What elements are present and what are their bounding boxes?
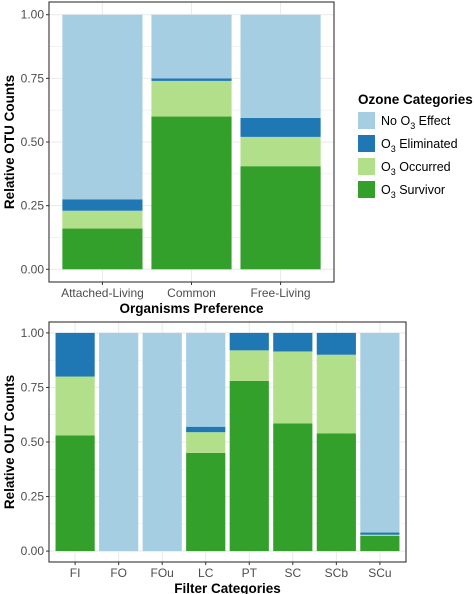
bar-survivor-scu (360, 535, 400, 552)
y-tick-label: 0.75 (21, 380, 45, 394)
x-tick-label-sc: SC (284, 566, 301, 580)
x-tick-label-fou: FOu (151, 566, 174, 580)
bar-survivor-free-living (240, 166, 321, 270)
bar-occurred-attached-living (62, 210, 143, 229)
legend-key-eliminated (358, 135, 375, 152)
bar-occurred-pt (229, 350, 269, 381)
y-tick-label: 0.50 (21, 135, 45, 149)
bar-occurred-sc (273, 351, 313, 424)
chart-filter-categories: 0.00 0.25 0.50 0.75 1.00 FI FO FOu LC PT SC SCb SCu F… (2, 321, 407, 594)
bar-eliminated-lc (186, 426, 226, 433)
y-tick-label: 0.25 (21, 490, 45, 504)
bar-occurred-lc (186, 432, 226, 453)
bar-survivor-attached-living (62, 228, 143, 270)
y-tick-label: 0.75 (21, 71, 45, 85)
bar-no_effect-scu (360, 332, 400, 533)
bar-no_effect-fou (142, 332, 182, 552)
bar-survivor-sc (273, 423, 313, 552)
x-axis-title: Organisms Preference (119, 301, 264, 316)
y-axis-title: Relative OTU Counts (2, 75, 17, 209)
bar-eliminated-common (151, 78, 232, 81)
bar-eliminated-fi (55, 332, 95, 377)
y-tick-label: 0.00 (21, 262, 45, 276)
bar-no_effect-attached-living (62, 14, 143, 200)
bar-eliminated-scu (360, 532, 400, 535)
bar-occurred-fi (55, 376, 95, 436)
x-tick-label-scu: SCu (368, 566, 391, 580)
x-tick-label-fo: FO (110, 566, 127, 580)
x-tick-label-attached-living: Attached-Living (61, 286, 144, 300)
x-tick-label-free-living: Free-Living (251, 286, 311, 300)
y-tick-label: 0.25 (21, 199, 45, 213)
legend-title: Ozone Categories (358, 92, 473, 107)
x-tick-label-scb: SCb (325, 566, 349, 580)
bar-no_effect-free-living (240, 14, 321, 118)
bar-eliminated-pt (229, 332, 269, 351)
legend-label-occurred: O3 Occurred (381, 160, 451, 177)
bar-survivor-common (151, 116, 232, 270)
bar-eliminated-scb (316, 332, 356, 355)
bar-occurred-scu (360, 534, 400, 536)
y-tick-label: 0.00 (21, 544, 45, 558)
legend: Ozone Categories No O3 Effect O3 Eliminat… (358, 92, 473, 200)
legend-key-survivor (358, 181, 375, 198)
x-axis-title: Filter Categories (174, 581, 281, 594)
legend-key-no_effect (358, 112, 375, 129)
bar-survivor-pt (229, 380, 269, 552)
legend-label-survivor: O3 Survivor (381, 183, 445, 200)
y-tick-label: 0.50 (21, 435, 45, 449)
bar-survivor-lc (186, 452, 226, 552)
y-axis-title: Relative OUT Counts (2, 375, 17, 509)
x-tick-label-common: Common (167, 286, 216, 300)
y-tick-label: 1.00 (21, 326, 45, 340)
bar-no_effect-fo (99, 332, 139, 552)
bar-occurred-common (151, 80, 232, 117)
legend-label-no_effect: No O3 Effect (381, 114, 451, 131)
chart-organisms-preference: 0.00 0.25 0.50 0.75 1.00 Attached-Living Commo… (2, 1, 335, 316)
y-tick-label: 1.00 (21, 8, 45, 22)
bar-eliminated-free-living (240, 117, 321, 137)
bar-eliminated-sc (273, 332, 313, 352)
bar-occurred-scb (316, 354, 356, 434)
bar-survivor-scb (316, 433, 356, 552)
bar-survivor-fi (55, 435, 95, 552)
legend-key-occurred (358, 158, 375, 175)
bar-no_effect-common (151, 14, 232, 79)
legend-label-eliminated: O3 Eliminated (381, 137, 458, 154)
bar-no_effect-lc (186, 332, 226, 427)
x-tick-label-pt: PT (242, 566, 258, 580)
x-tick-label-fi: FI (70, 566, 81, 580)
bar-occurred-free-living (240, 136, 321, 167)
bar-eliminated-attached-living (62, 199, 143, 211)
x-tick-label-lc: LC (198, 566, 214, 580)
